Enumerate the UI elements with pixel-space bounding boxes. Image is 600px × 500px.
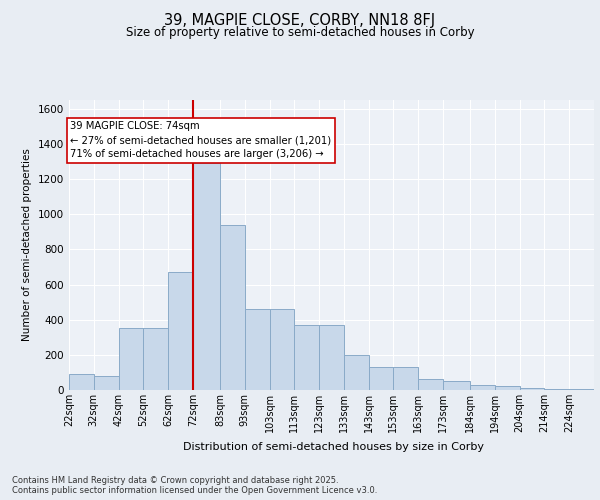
Bar — [470, 384, 495, 390]
Bar — [269, 309, 295, 390]
Bar — [193, 164, 220, 390]
Bar — [368, 367, 394, 390]
Text: Contains HM Land Registry data © Crown copyright and database right 2025.
Contai: Contains HM Land Registry data © Crown c… — [12, 476, 377, 495]
Bar — [143, 328, 168, 390]
Bar — [418, 380, 443, 390]
Bar — [520, 388, 544, 390]
Bar — [94, 376, 119, 390]
Text: Distribution of semi-detached houses by size in Corby: Distribution of semi-detached houses by … — [182, 442, 484, 452]
Bar — [394, 367, 418, 390]
Bar — [220, 225, 245, 390]
Bar — [69, 374, 94, 390]
Bar — [319, 325, 344, 390]
Bar — [495, 386, 520, 390]
Text: 39 MAGPIE CLOSE: 74sqm
← 27% of semi-detached houses are smaller (1,201)
71% of : 39 MAGPIE CLOSE: 74sqm ← 27% of semi-det… — [70, 121, 331, 159]
Bar — [295, 325, 319, 390]
Bar — [245, 309, 269, 390]
Bar — [344, 355, 368, 390]
Text: 39, MAGPIE CLOSE, CORBY, NN18 8FJ: 39, MAGPIE CLOSE, CORBY, NN18 8FJ — [164, 12, 436, 28]
Bar — [119, 328, 143, 390]
Bar — [544, 389, 569, 390]
Y-axis label: Number of semi-detached properties: Number of semi-detached properties — [22, 148, 32, 342]
Bar — [443, 381, 470, 390]
Bar — [168, 272, 193, 390]
Text: Size of property relative to semi-detached houses in Corby: Size of property relative to semi-detach… — [125, 26, 475, 39]
